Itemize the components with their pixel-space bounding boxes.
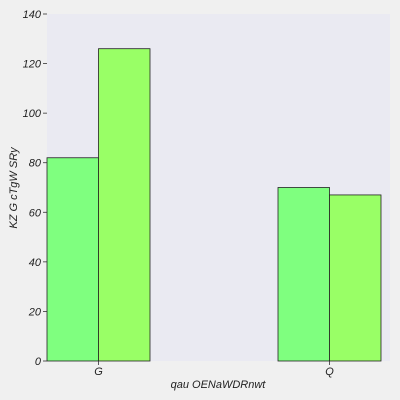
- bar-G-2: [98, 48, 151, 362]
- y-axis-ticks: 0 20 40 60 80 100 120 140: [23, 9, 47, 368]
- x-axis-label: qau OENaWDRnwt: [171, 379, 267, 391]
- x-tick-label: G: [94, 366, 103, 378]
- y-tick-label: 40: [29, 257, 42, 269]
- y-tick-label: 0: [35, 356, 42, 368]
- y-tick-label: 60: [29, 207, 42, 219]
- y-tick-label: 100: [23, 108, 42, 120]
- y-tick-label: 80: [29, 158, 42, 170]
- bar-Q-1: [277, 187, 330, 362]
- y-tick-label: 140: [23, 9, 42, 21]
- y-tick-label: 20: [28, 306, 42, 318]
- y-tick-label: 120: [23, 59, 42, 71]
- bar-Q-2: [329, 194, 382, 362]
- bar-G-1: [46, 157, 99, 362]
- x-tick-label: Q: [325, 366, 334, 378]
- bars: [46, 48, 382, 362]
- y-axis-label: KZ G cTgW SRy: [8, 146, 20, 229]
